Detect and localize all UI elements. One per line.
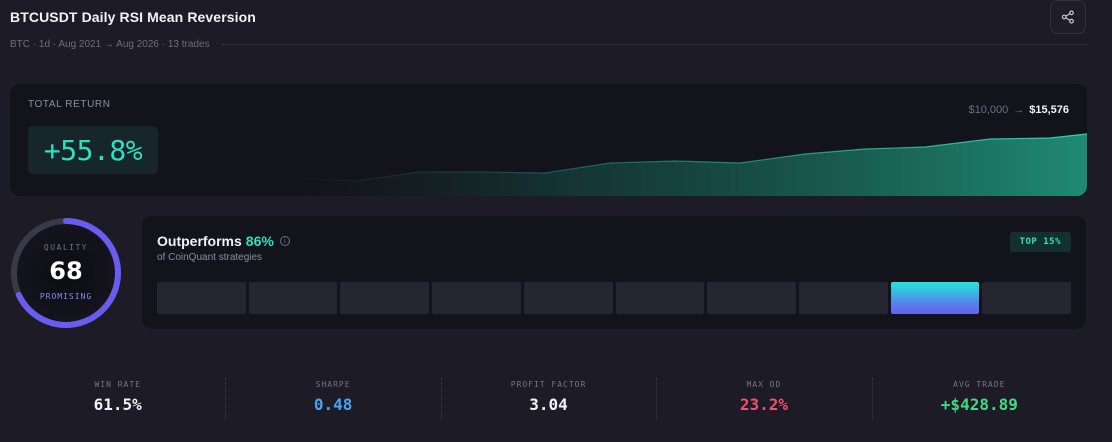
stat-item: AVG TRADE +$428.89 bbox=[871, 370, 1087, 430]
share-icon bbox=[1061, 10, 1074, 24]
stat-divider bbox=[871, 378, 873, 420]
stat-divider bbox=[656, 378, 658, 420]
percentile-bin bbox=[157, 282, 246, 314]
stat-label: PROFIT FACTOR bbox=[510, 380, 587, 389]
percentile-bin bbox=[340, 282, 430, 314]
total-return-card: TOTAL RETURN +55.8% $10,000 → $15,576 bbox=[10, 84, 1087, 196]
stat-item: SHARPE 0.48 bbox=[225, 370, 440, 430]
page-title: BTCUSDT Daily RSI Mean Reversion bbox=[10, 9, 256, 25]
quality-label: QUALITY bbox=[43, 243, 89, 252]
outperforms-title: Outperforms 86% i bbox=[157, 233, 290, 249]
equity-line bbox=[294, 133, 1087, 182]
quality-score: 68 bbox=[49, 257, 83, 285]
outperforms-label: Outperforms bbox=[157, 233, 242, 249]
percentile-bin bbox=[248, 282, 338, 314]
stat-divider bbox=[440, 378, 442, 420]
quality-score-ring: QUALITY 68 PROMISING bbox=[8, 215, 124, 331]
equity-range: $10,000 → $15,576 bbox=[968, 104, 1069, 116]
percentile-bin bbox=[798, 282, 888, 314]
outperforms-card: Outperforms 86% i of CoinQuant strategie… bbox=[142, 216, 1086, 329]
total-return-label: TOTAL RETURN bbox=[28, 99, 111, 110]
top-percent-badge: TOP 15% bbox=[1009, 232, 1071, 252]
outperforms-percent: 86% bbox=[245, 233, 274, 249]
percentile-bin bbox=[615, 282, 705, 314]
stat-value: 61.5% bbox=[93, 395, 142, 414]
stat-item: MAX DD 23.2% bbox=[656, 370, 871, 430]
stat-value: +$428.89 bbox=[940, 395, 1018, 414]
percentile-bin bbox=[982, 282, 1072, 314]
stat-label: WIN RATE bbox=[94, 380, 141, 389]
subtitle-row: BTC · 1d · Aug 2021 → Aug 2026 · 13 trad… bbox=[10, 38, 1088, 50]
stat-label: SHARPE bbox=[315, 380, 351, 389]
stat-item: WIN RATE 61.5% bbox=[10, 370, 225, 430]
quality-ring-progress bbox=[11, 218, 121, 328]
percentile-bin bbox=[432, 282, 521, 314]
strategy-meta: BTC · 1d · Aug 2021 → Aug 2026 · 13 trad… bbox=[10, 38, 210, 50]
stat-label: MAX DD bbox=[746, 380, 782, 389]
stat-divider bbox=[225, 378, 227, 420]
equity-curve-chart bbox=[294, 133, 1087, 196]
end-equity: $15,576 bbox=[1029, 104, 1069, 116]
equity-area bbox=[295, 134, 1087, 196]
outperforms-subtitle: of CoinQuant strategies bbox=[157, 252, 263, 263]
arrow-right-icon: → bbox=[1013, 104, 1025, 116]
percentile-bin bbox=[707, 282, 796, 314]
stat-label: AVG TRADE bbox=[953, 380, 1006, 389]
subtitle-divider bbox=[221, 43, 1088, 45]
stats-row: WIN RATE 61.5% SHARPE 0.48 PROFIT FACTOR 3.04… bbox=[10, 370, 1087, 430]
stat-value: 0.48 bbox=[313, 395, 353, 414]
percentile-bins bbox=[157, 282, 1072, 314]
percentile-bin bbox=[523, 282, 613, 314]
share-button[interactable] bbox=[1050, 0, 1086, 34]
stat-item: PROFIT FACTOR 3.04 bbox=[440, 370, 656, 430]
quality-rating: PROMISING bbox=[39, 292, 93, 301]
total-return-box: +55.8% bbox=[28, 126, 158, 174]
stat-value: 3.04 bbox=[529, 395, 568, 414]
start-equity: $10,000 bbox=[968, 104, 1009, 116]
percentile-bin-active bbox=[890, 282, 980, 314]
info-icon[interactable]: i bbox=[279, 236, 290, 246]
total-return-value: +55.8% bbox=[43, 133, 143, 167]
stat-value: 23.2% bbox=[739, 395, 788, 414]
